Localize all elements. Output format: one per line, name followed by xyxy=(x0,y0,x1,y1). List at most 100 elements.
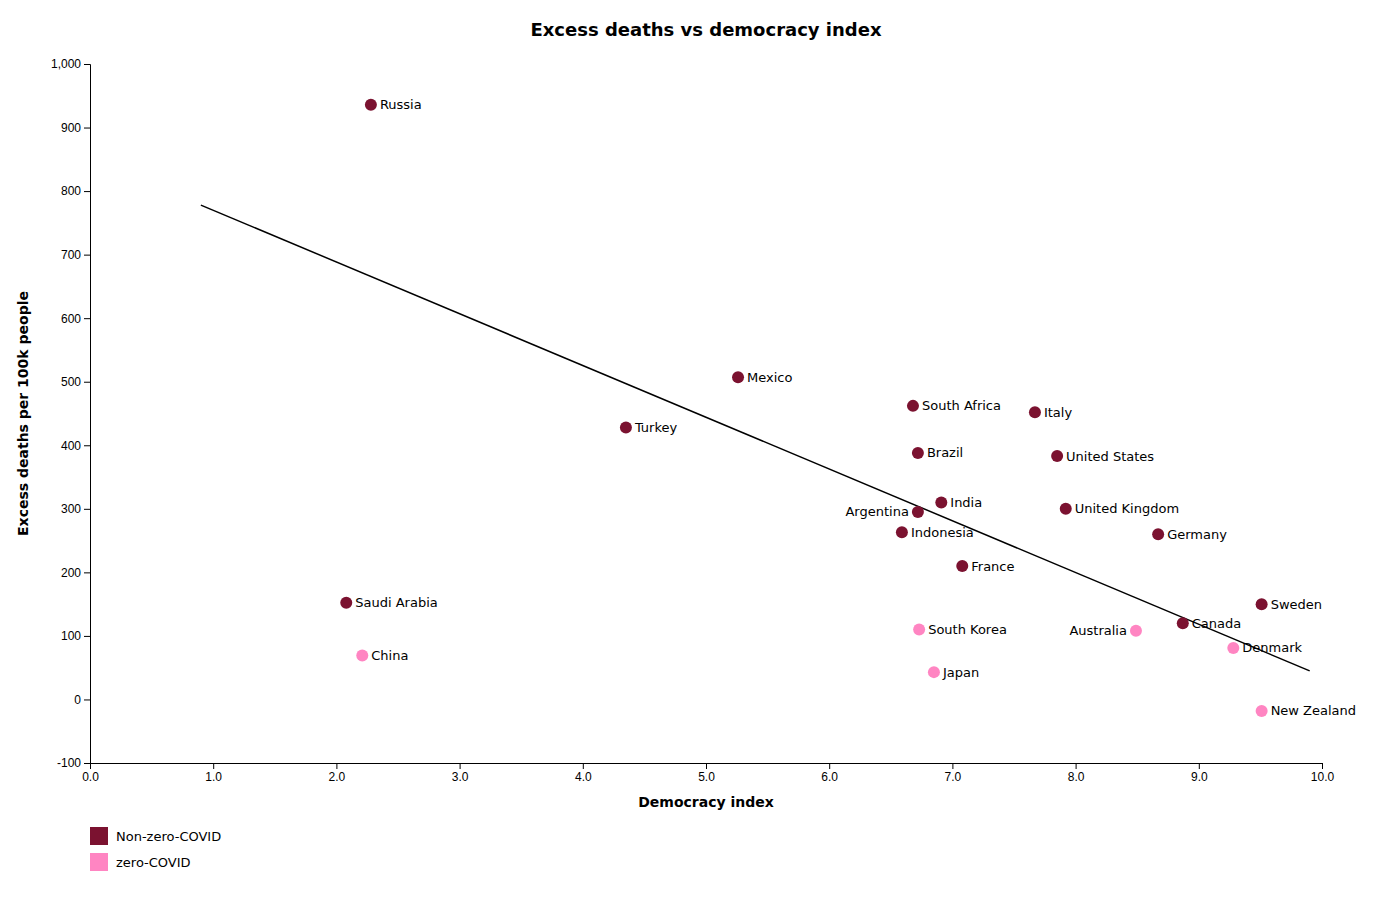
point xyxy=(956,560,968,572)
tick: 0.0 xyxy=(82,763,99,784)
tick-label: 300 xyxy=(61,502,81,516)
x-axis-title: Democracy index xyxy=(638,794,774,810)
chart: 0.0 1.0 2.0 3.0 4.0 5.0 6.0 7.0 8.0 9.0 10.0 -100 0 1… xyxy=(0,0,1382,903)
point xyxy=(907,400,919,412)
point xyxy=(1130,625,1142,637)
x-axis: 0.0 1.0 2.0 3.0 4.0 5.0 6.0 7.0 8.0 9.0 10.0 xyxy=(82,763,1334,784)
tick: 7.0 xyxy=(945,763,962,784)
point xyxy=(1256,705,1268,717)
trend-line xyxy=(201,205,1310,671)
tick-label: 9.0 xyxy=(1191,770,1208,784)
point xyxy=(1029,406,1041,418)
tick-mark xyxy=(84,699,90,700)
tick-label: 500 xyxy=(61,375,81,389)
y-axis-line xyxy=(84,65,91,764)
point-label: France xyxy=(971,559,1014,574)
tick-mark xyxy=(84,128,90,129)
lines xyxy=(201,205,1310,671)
tick-mark xyxy=(84,445,90,446)
point-label: United Kingdom xyxy=(1075,501,1179,516)
point-label: Germany xyxy=(1167,527,1227,542)
legend-item: Non-zero-COVID xyxy=(90,827,221,845)
tick-label: 600 xyxy=(61,312,81,326)
point-label: Indonesia xyxy=(911,525,974,540)
tick-label: 10.0 xyxy=(1311,770,1335,784)
tick: 300 xyxy=(61,502,90,516)
tick-label: 400 xyxy=(61,439,81,453)
tick-label: 6.0 xyxy=(821,770,838,784)
tick: 4.0 xyxy=(575,763,592,784)
point-label: South Africa xyxy=(922,398,1001,413)
point-label: Turkey xyxy=(634,420,678,435)
tick-label: 8.0 xyxy=(1068,770,1085,784)
tick-label: 7.0 xyxy=(945,770,962,784)
legend-label: zero-COVID xyxy=(116,855,191,870)
tick-label: 1.0 xyxy=(205,770,222,784)
tick: 1,000 xyxy=(51,57,90,71)
tick: 10.0 xyxy=(1311,763,1335,784)
tick: 700 xyxy=(61,248,90,262)
tick-label: 2.0 xyxy=(329,770,346,784)
point xyxy=(1060,503,1072,515)
tick: -100 xyxy=(57,756,90,770)
tick-label: 700 xyxy=(61,248,81,262)
point-label: United States xyxy=(1066,449,1154,464)
tick-mark xyxy=(84,255,90,256)
tick-mark xyxy=(84,509,90,510)
point xyxy=(1177,617,1189,629)
point-label: Brazil xyxy=(927,445,963,460)
y-axis-title: Excess deaths per 100k people xyxy=(15,291,31,536)
legend-swatch xyxy=(90,827,108,845)
tick-label: 4.0 xyxy=(575,770,592,784)
point-label: Canada xyxy=(1192,616,1241,631)
tick-label: 0.0 xyxy=(82,770,99,784)
point xyxy=(1051,450,1063,462)
legend-item: zero-COVID xyxy=(90,853,191,871)
point xyxy=(1256,598,1268,610)
point xyxy=(365,99,377,111)
legend-swatch xyxy=(90,853,108,871)
point xyxy=(928,666,940,678)
tick: 8.0 xyxy=(1068,763,1085,784)
tick: 9.0 xyxy=(1191,763,1208,784)
tick: 6.0 xyxy=(821,763,838,784)
tick-label: 800 xyxy=(61,184,81,198)
point xyxy=(732,371,744,383)
tick: 900 xyxy=(61,121,90,135)
point-label: South Korea xyxy=(928,622,1007,637)
tick-label: 3.0 xyxy=(452,770,469,784)
tick-label: 5.0 xyxy=(698,770,715,784)
tick-mark xyxy=(84,572,90,573)
tick-label: -100 xyxy=(57,756,81,770)
tick-mark xyxy=(84,191,90,192)
point xyxy=(340,597,352,609)
tick-label: 100 xyxy=(61,629,81,643)
point-labels: RussiaSaudi ArabiaMexicoTurkeySouth Afri… xyxy=(355,97,1356,718)
tick-mark xyxy=(84,763,90,764)
point xyxy=(912,506,924,518)
point xyxy=(896,526,908,538)
tick-mark xyxy=(1322,763,1323,769)
legend: Non-zero-COVID zero-COVID xyxy=(90,827,221,871)
tick: 800 xyxy=(61,184,90,198)
y-axis: -100 0 100 200 300 400 500 600 700 800 900 1,000 xyxy=(51,57,91,770)
tick: 3.0 xyxy=(452,763,469,784)
tick-label: 900 xyxy=(61,121,81,135)
point-label: Saudi Arabia xyxy=(355,595,438,610)
point-label: Australia xyxy=(1069,623,1127,638)
tick: 200 xyxy=(61,566,90,580)
tick: 2.0 xyxy=(329,763,346,784)
tick: 500 xyxy=(61,375,90,389)
point-label: Denmark xyxy=(1242,640,1302,655)
tick-label: 0 xyxy=(74,693,81,707)
tick-mark xyxy=(213,763,214,769)
tick-mark xyxy=(84,636,90,637)
point-label: Argentina xyxy=(845,504,908,519)
point-label: China xyxy=(371,648,408,663)
tick: 100 xyxy=(61,629,90,643)
legend-label: Non-zero-COVID xyxy=(116,829,221,844)
tick-label: 1,000 xyxy=(51,57,81,71)
point-label: Sweden xyxy=(1271,597,1322,612)
point-label: Japan xyxy=(942,665,979,680)
tick-mark xyxy=(583,763,584,769)
